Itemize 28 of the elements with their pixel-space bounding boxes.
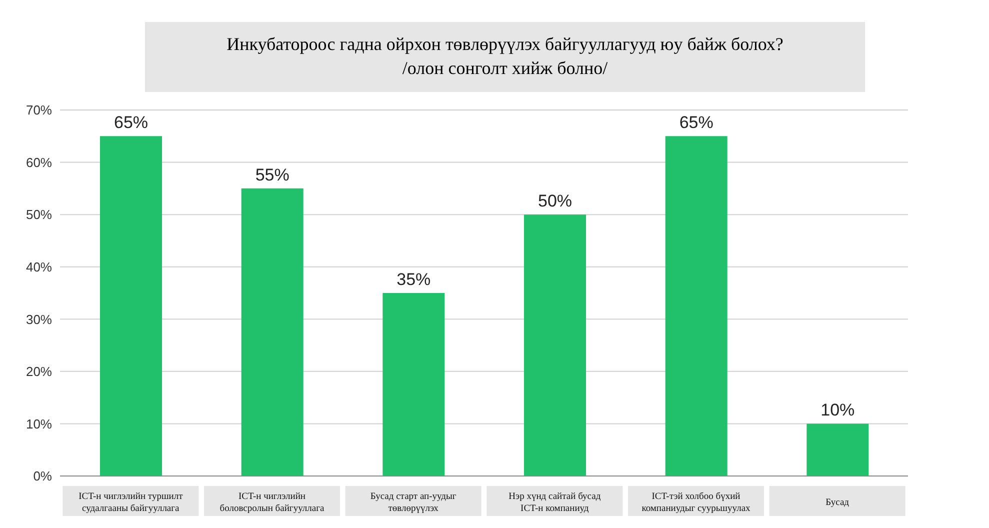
y-tick-label: 50% [26,207,52,222]
bar [382,293,445,476]
bar [524,214,586,476]
y-tick-label: 70% [26,102,52,118]
chart-title: Инкубатороос гадна ойрхон төвлөрүүлэх байгууллагууд юу байж болох? [226,33,784,56]
data-label: 55% [255,165,290,184]
x-tick-label: Бусад [826,498,850,508]
y-tick-label: 0% [33,468,52,484]
data-label: 35% [396,270,431,289]
x-tick-label: Бусад старт ап-уудыг төвлөрүүлэх [370,492,456,514]
bar [806,424,869,476]
bar [665,136,728,476]
y-tick-label: 60% [26,154,52,170]
data-label: 65% [679,113,714,132]
bar [100,136,162,476]
x-tick-label: ICT-н чиглэлийн боловсролын байгууллага [220,492,326,514]
y-tick-label: 40% [26,259,52,274]
x-tick-label: ICT-тэй холбоо бүхий компаниудыг суурьшуулах [642,492,751,514]
chart-subtitle: /олон сонголт хийж болно/ [401,57,609,80]
y-tick-label: 10% [26,416,52,432]
data-label: 65% [114,113,148,132]
data-label: 10% [820,400,855,420]
x-tick-label: ICT-н чиглэлийн туршилт судалгааны байгууллага [78,492,184,514]
data-label: 50% [538,192,572,211]
y-tick-label: 30% [26,312,52,327]
bar [241,188,304,476]
x-tick-label: Нэр хүнд сайтай бусад ICT-н компаниуд [508,492,601,514]
y-tick-label: 20% [26,364,52,380]
